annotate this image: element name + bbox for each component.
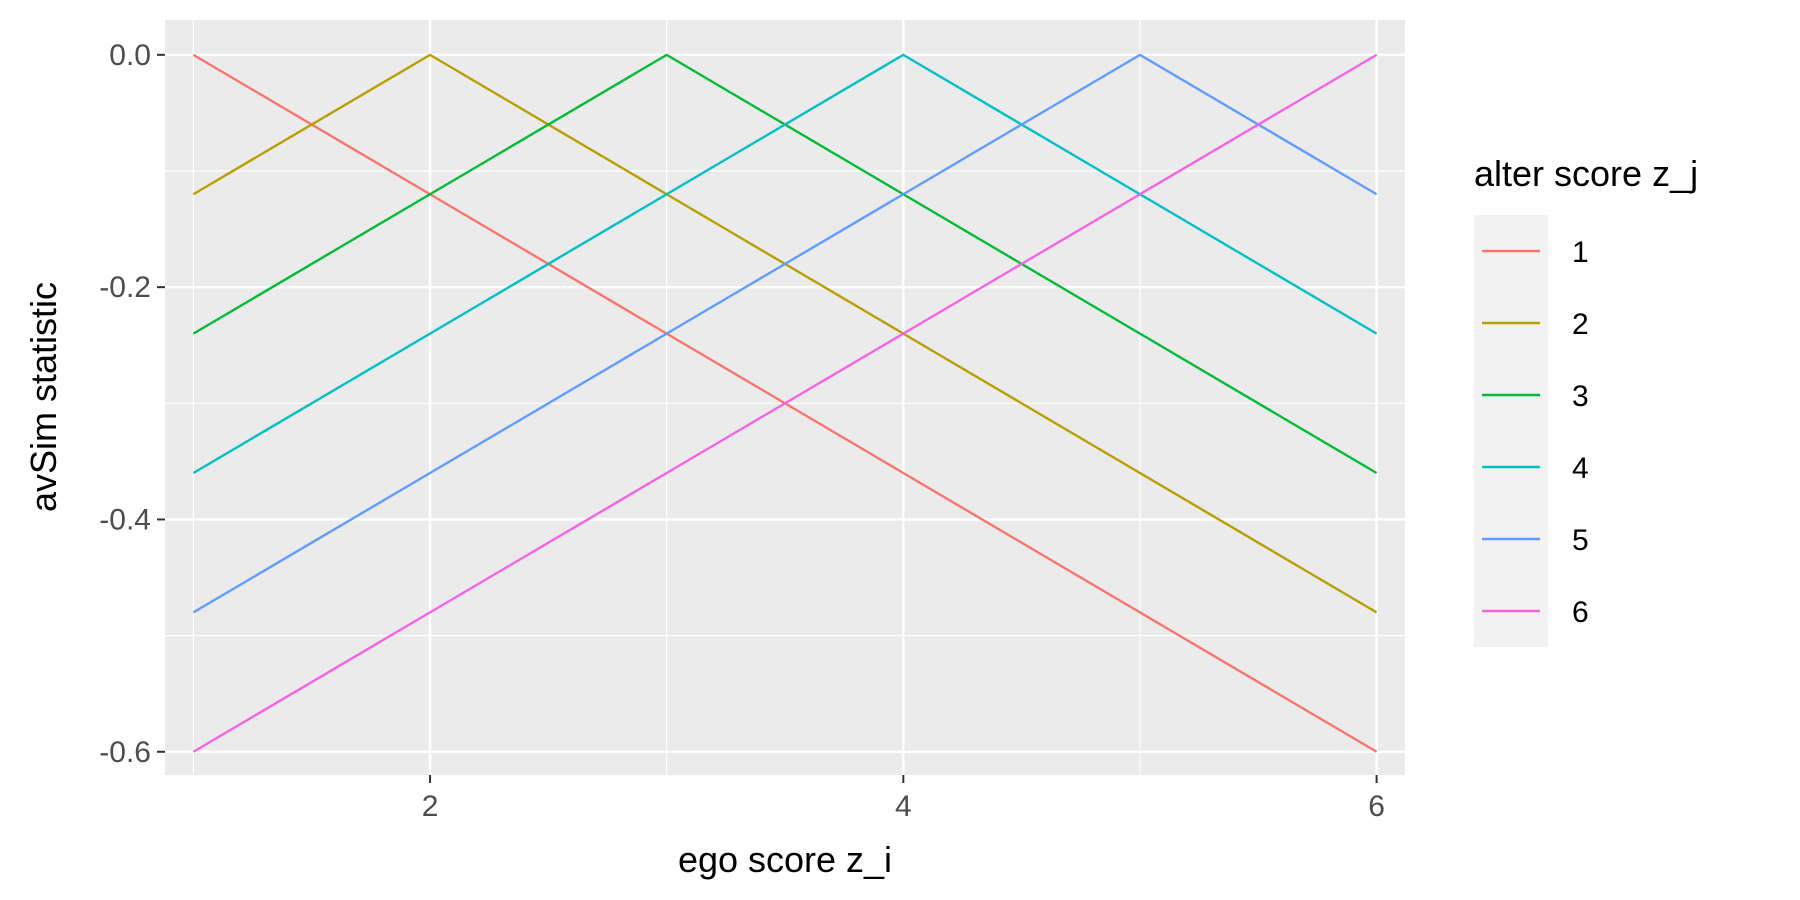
legend-label-2: 2	[1572, 308, 1589, 341]
axis-ticks: 2 4 6 0.0 -0.2 -0.4 -0.6	[99, 39, 1385, 823]
plot-panel	[165, 20, 1405, 775]
series-line-6	[192, 53, 1378, 753]
x-axis-title: ego score z_i	[678, 839, 892, 880]
y-tick-label: -0.6	[99, 736, 151, 769]
y-tick-label: -0.4	[99, 503, 151, 536]
legend-label-4: 4	[1572, 452, 1589, 485]
y-tick-label: -0.2	[99, 271, 151, 304]
legend-label-1: 1	[1572, 236, 1589, 269]
legend-title: alter score z_j	[1474, 153, 1698, 194]
legend-label-6: 6	[1572, 596, 1589, 629]
x-tick-label: 2	[422, 790, 439, 823]
x-tick-label: 6	[1368, 790, 1385, 823]
legend-label-3: 3	[1572, 380, 1589, 413]
y-tick-label: 0.0	[109, 39, 151, 72]
series-line-4	[192, 53, 1378, 475]
legend-key-background	[1474, 215, 1548, 647]
y-axis-title: avSim statistic	[23, 282, 64, 512]
series-lines	[192, 53, 1378, 753]
legend: alter score z_j 1 2 3 4 5 6	[1474, 153, 1698, 647]
legend-label-5: 5	[1572, 524, 1589, 557]
legend-items: 1 2 3 4 5 6	[1482, 236, 1589, 629]
x-tick-label: 4	[895, 790, 912, 823]
series-line-5	[192, 53, 1378, 614]
